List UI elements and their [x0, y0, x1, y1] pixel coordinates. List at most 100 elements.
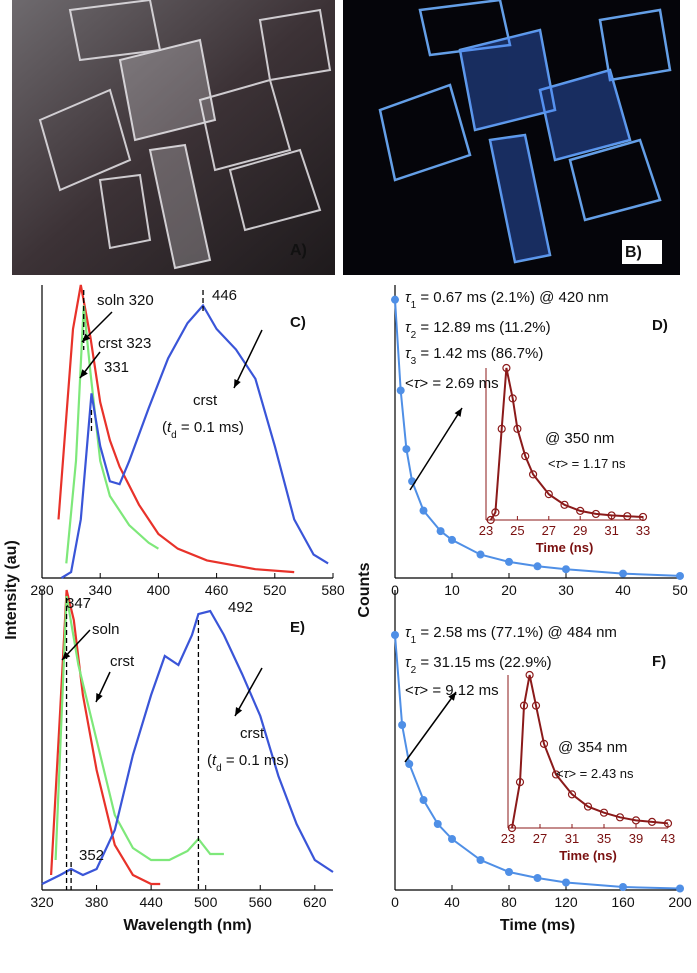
- arrow-head: [235, 707, 243, 716]
- data-point: [562, 878, 570, 887]
- annotation-part: crst: [193, 392, 218, 409]
- arrow-head: [80, 369, 88, 378]
- inset-point: [623, 512, 632, 521]
- x-tick-label: 440: [139, 894, 163, 910]
- x-tick-label: 0: [391, 894, 399, 910]
- data-point: [448, 835, 456, 843]
- annotation-part: 347: [66, 595, 91, 612]
- data-point: [396, 386, 405, 395]
- annotation: soln 320: [97, 292, 154, 309]
- annotation-part: τ: [405, 624, 412, 641]
- inset-point: [508, 394, 517, 403]
- annotation: (td = 0.1 ms): [162, 419, 244, 441]
- annotation-part: crst: [240, 725, 265, 742]
- inset-point: [631, 816, 641, 825]
- inset-point: [507, 823, 517, 833]
- x-tick-label: 520: [263, 582, 287, 598]
- data-line: [54, 595, 224, 862]
- inset-point: [663, 819, 673, 828]
- data-point: [619, 883, 627, 891]
- x-tick-label: 120: [554, 894, 578, 910]
- data-line: [60, 303, 329, 579]
- inset-point: [486, 515, 495, 525]
- data-point: [405, 760, 414, 768]
- annotation-part: soln 320: [97, 292, 154, 309]
- x-tick-label: 80: [501, 894, 517, 910]
- data-point: [476, 550, 485, 559]
- x-tick-label: 30: [558, 582, 574, 598]
- inset-point: [591, 509, 601, 519]
- annotation-part: <: [548, 456, 556, 471]
- inset-point: [560, 500, 569, 509]
- x-tick-label: 400: [147, 582, 171, 598]
- data-line: [511, 674, 669, 829]
- annotation: τ2 = 31.15 ms (22.9%): [405, 654, 552, 676]
- annotation-part: 1: [411, 300, 417, 311]
- annotation-part: t: [212, 752, 217, 769]
- annotation: 331: [104, 359, 129, 376]
- annotation-part: @ 350 nm: [545, 430, 614, 447]
- inset-tick-label: 27: [533, 831, 547, 846]
- inset-point: [638, 512, 648, 522]
- annotation-part: d: [171, 430, 177, 441]
- annotation: <τ> = 1.17 ns: [548, 456, 626, 471]
- data-point: [676, 884, 684, 893]
- annotation: crst 323: [98, 335, 151, 352]
- inset-point: [497, 424, 506, 433]
- annotation: @ 350 nm: [545, 430, 614, 447]
- data-point: [433, 820, 442, 828]
- inset-point: [567, 790, 577, 799]
- annotation-part: = 1.42 ms (86.7%): [416, 345, 543, 362]
- x-tick-label: 50: [672, 582, 688, 598]
- annotation-part: 492: [228, 599, 253, 616]
- annotation: <τ> = 2.43 ns: [556, 766, 634, 781]
- annotation: crst: [110, 653, 135, 670]
- inset-tick-label: 31: [565, 831, 579, 846]
- annotation-part: τ: [414, 375, 421, 392]
- x-axis-label: Time (ms): [500, 917, 575, 934]
- annotation-part: (: [162, 419, 167, 436]
- inset-point: [491, 508, 500, 517]
- inset-point: [525, 670, 534, 680]
- x-tick-label: 20: [501, 582, 517, 598]
- annotation-part: 352: [79, 847, 104, 864]
- arrow: [233, 329, 263, 389]
- arrow: [234, 667, 263, 717]
- annotation-part: τ: [564, 766, 570, 781]
- photo-label: B): [625, 244, 642, 261]
- annotation-part: <: [405, 375, 414, 392]
- photo-b: B): [343, 0, 680, 275]
- arrow-head: [82, 333, 91, 342]
- annotation-part: = 0.1 ms): [177, 419, 244, 436]
- x-tick-label: 320: [30, 894, 54, 910]
- inset-x-label: Time (ns): [559, 848, 617, 863]
- annotation-part: <: [556, 766, 564, 781]
- inset-point: [539, 739, 549, 748]
- data-line: [41, 609, 334, 885]
- x-tick-label: 10: [444, 582, 460, 598]
- x-tick-label: 160: [611, 894, 635, 910]
- annotation-part: τ: [405, 654, 412, 671]
- annotation-part: <: [405, 682, 414, 699]
- annotation-part: = 0.67 ms (2.1%) @ 420 nm: [416, 289, 608, 306]
- arrow-head: [454, 408, 462, 417]
- arrow-head: [448, 692, 456, 701]
- annotation: soln: [92, 621, 120, 638]
- data-point: [533, 874, 542, 882]
- inset-tick-label: 31: [604, 523, 618, 538]
- annotation-part: crst: [110, 653, 135, 670]
- inset-tick-label: 29: [573, 523, 587, 538]
- data-point: [619, 569, 627, 578]
- annotation-part: = 31.15 ms (22.9%): [416, 654, 551, 671]
- annotation: <τ> = 9.12 ms: [405, 682, 499, 699]
- annotation-part: τ: [405, 345, 412, 362]
- inset-point: [528, 470, 538, 479]
- x-tick-label: 620: [303, 894, 327, 910]
- annotation-part: > = 1.17 ns: [560, 456, 626, 471]
- data-point: [533, 562, 542, 571]
- inset-tick-label: 25: [510, 523, 524, 538]
- inset-point: [615, 813, 625, 822]
- x-tick-label: 460: [205, 582, 229, 598]
- annotation-part: crst 323: [98, 335, 151, 352]
- annotation: crst: [193, 392, 218, 409]
